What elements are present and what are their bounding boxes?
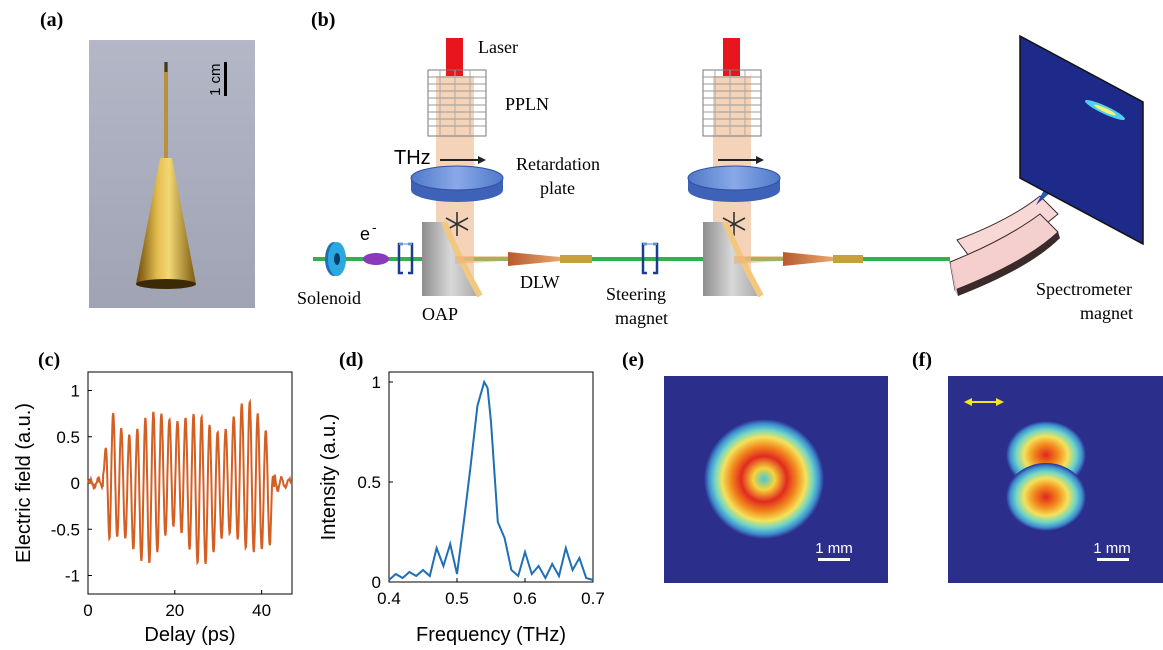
scale-bar-e: [818, 558, 850, 561]
chart-d-axes-box: [388, 371, 594, 583]
scale-bar-f: [1097, 558, 1129, 561]
label-solenoid: Solenoid: [297, 288, 361, 308]
beam-profile-f: 1 mm: [948, 376, 1163, 583]
label-dlw: DLW: [520, 272, 560, 292]
chart-c-xtick-label: 40: [252, 601, 271, 620]
dlw-1: [508, 252, 592, 266]
panel-label-f: (f): [912, 349, 932, 371]
label-thz: THz: [394, 147, 431, 169]
chart-c-ytick-label: 1: [71, 382, 80, 401]
chart-d-ytick-label: 0: [372, 573, 381, 592]
chart-d-ytick-label: 0.5: [357, 473, 381, 492]
ring-profile: [704, 419, 824, 539]
beam-profile-e: 1 mm: [664, 376, 888, 583]
electron-label: e: [360, 224, 370, 244]
panel-label-b: (b): [311, 9, 335, 31]
laser-beam-2: [723, 38, 740, 76]
chart-c-ytick-label: 0.5: [56, 428, 80, 447]
chart-d-xtick-label: 0.5: [445, 589, 469, 608]
label-steering-magnet: magnet: [615, 308, 668, 328]
retardation-plate-2: [687, 165, 781, 202]
spectrometer-magnet: [949, 195, 1060, 296]
panel-label-e: (e): [622, 349, 644, 371]
label-retardation: Retardation: [516, 154, 600, 174]
chart-d-ylabel: Intensity (a.u.): [318, 414, 340, 541]
scale-bar-1cm: [224, 62, 227, 96]
scale-bar-label-a: 1 cm: [207, 63, 224, 96]
panel-label-d: (d): [339, 349, 363, 371]
electron-sup: -: [372, 219, 377, 235]
ppln-crystal-2: [702, 69, 762, 137]
chart-c-ytick-label: -0.5: [51, 520, 80, 539]
label-steering: Steering: [606, 284, 666, 304]
chart-c-ytick-label: 0: [71, 474, 80, 493]
chart-c-xtick-label: 20: [165, 601, 184, 620]
panel-label-a: (a): [40, 9, 63, 31]
scale-bar-label-e: 1 mm: [815, 540, 853, 557]
electron-bunch: [363, 253, 389, 265]
detector-screen: [1019, 34, 1144, 246]
polarization-arrow: [964, 398, 1004, 406]
lower-lobe: [1006, 463, 1086, 531]
chart-c-electric-field: 0 20 40 1 0.5 0 -0.5 -1 Delay (ps) Electric fie…: [13, 371, 293, 646]
chart-c-series-line: [87, 398, 293, 566]
chart-c-xlabel: Delay (ps): [144, 624, 235, 646]
ppln-crystal-1: [427, 69, 487, 137]
chart-d-xtick-label: 0.6: [513, 589, 537, 608]
scale-bar-label-f: 1 mm: [1093, 540, 1131, 557]
dlw-2: [783, 252, 863, 266]
setup-schematic: e -: [297, 34, 1144, 328]
chart-d-spectrum: 0.4 0.5 0.6 0.7 1 0.5 0 Frequency (THz) Intens…: [318, 371, 605, 646]
laser-beam-1: [446, 38, 463, 76]
chart-d-ytick-label: 1: [372, 373, 381, 392]
chart-d-series-line: [388, 379, 594, 581]
label-ppln: PPLN: [505, 94, 549, 114]
label-laser: Laser: [478, 37, 518, 57]
chart-d-xlabel: Frequency (THz): [416, 624, 566, 646]
retardation-plate-1: [410, 165, 504, 202]
chart-c-xtick-label: 0: [83, 601, 92, 620]
chart-c-ylabel: Electric field (a.u.): [13, 403, 35, 563]
label-spectrometer-magnet: magnet: [1080, 303, 1133, 323]
label-oap: OAP: [422, 304, 458, 324]
label-plate: plate: [540, 178, 575, 198]
label-spectrometer: Spectrometer: [1036, 279, 1132, 299]
panel-label-c: (c): [38, 349, 60, 371]
solenoid: [325, 242, 346, 276]
chart-d-xtick-label: 0.4: [377, 589, 401, 608]
tip-photo: 1 cm: [89, 40, 255, 308]
chart-d-xtick-label: 0.7: [581, 589, 605, 608]
chart-c-ytick-label: -1: [65, 567, 80, 586]
